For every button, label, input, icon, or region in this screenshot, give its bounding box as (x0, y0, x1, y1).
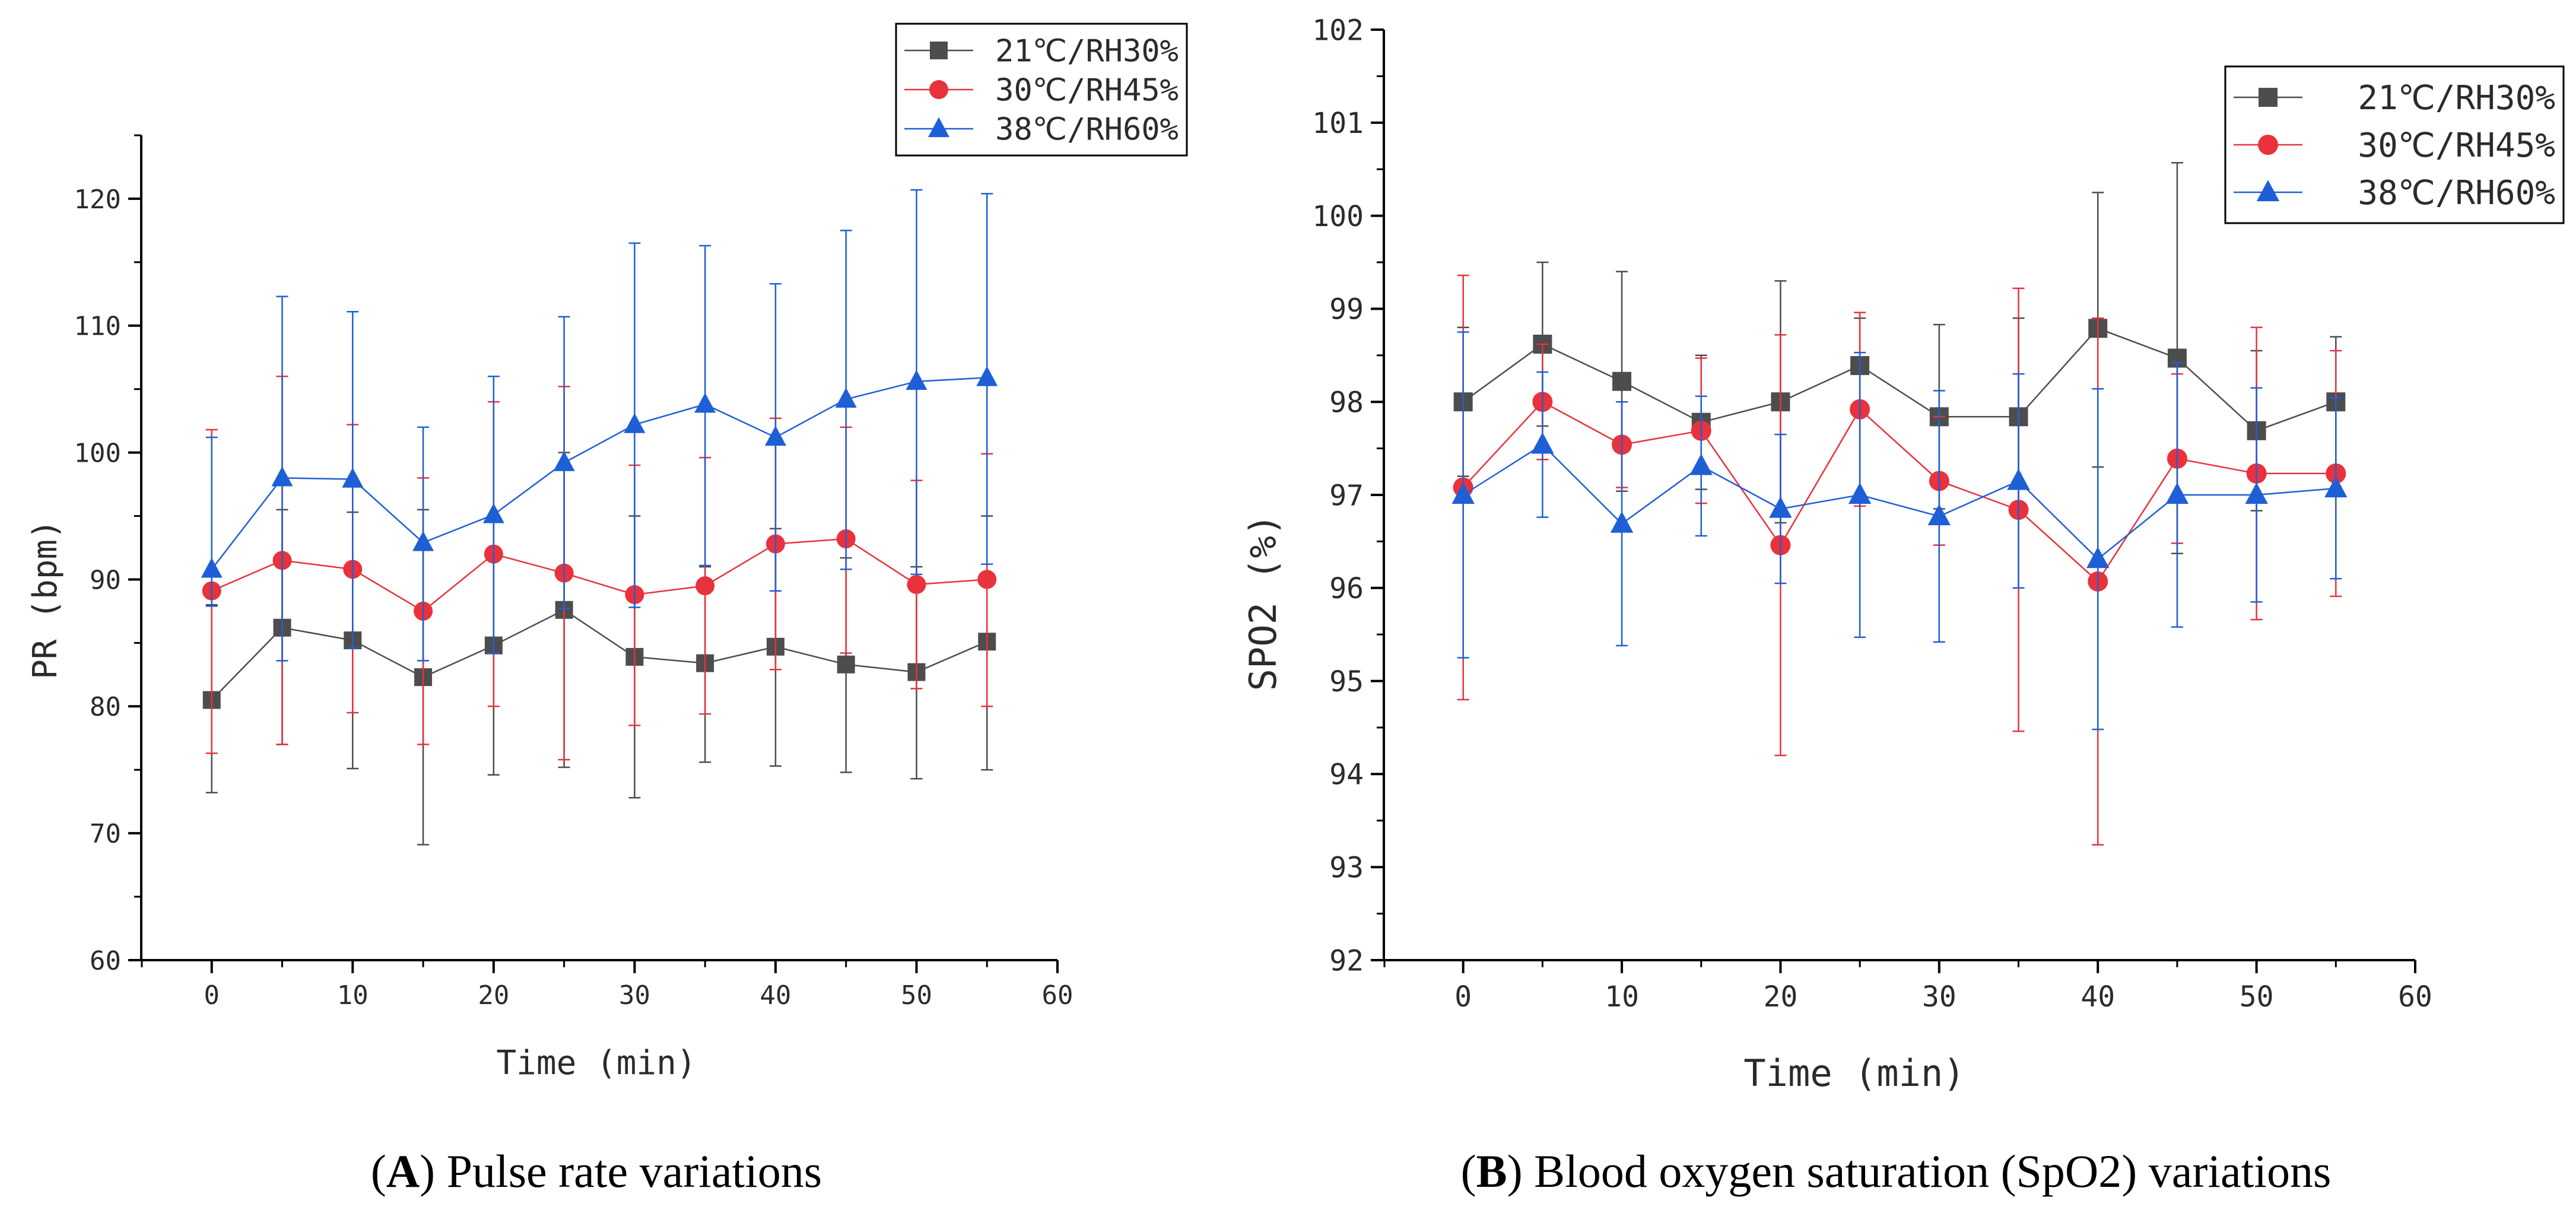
caption-a-letter: A (386, 1145, 420, 1197)
x-tick-label: 20 (1764, 980, 1798, 1014)
x-tick-label: 10 (337, 980, 369, 1011)
y-tick-label: 100 (1312, 200, 1364, 233)
y-tick-label: 110 (74, 312, 121, 342)
legend-label: 38℃/RH60% (2358, 174, 2555, 212)
y-tick-label: 101 (1312, 107, 1364, 140)
data-point (342, 467, 364, 488)
y-tick-label: 93 (1329, 851, 1364, 884)
series-line (211, 377, 987, 570)
y-tick-label: 60 (90, 946, 121, 976)
legend-label: 21℃/RH30% (995, 34, 1179, 69)
x-tick-label: 40 (760, 980, 791, 1011)
data-point (2245, 482, 2268, 504)
legend-marker (929, 80, 948, 99)
data-point (1769, 496, 1792, 518)
data-point (624, 413, 646, 433)
data-point (412, 531, 434, 551)
series-line (1463, 443, 2336, 560)
panel-b-spo2-chart: 0 10 20 30 40 50 60 92 93 94 95 96 97 98 99 100 101 102 2… (1241, 14, 2565, 1197)
data-point (482, 503, 504, 523)
x-axis-label: Time (min) (496, 1044, 696, 1082)
y-tick-label: 102 (1312, 14, 1364, 47)
legend: 21℃/RH30% 30℃/RH45% 38℃/RH60% (2224, 65, 2565, 224)
data-point (2086, 547, 2110, 568)
y-tick-label: 99 (1329, 293, 1364, 326)
caption-b: (B) Blood oxygen saturation (SpO2) varia… (1461, 1145, 2332, 1197)
x-tick-label: 60 (2398, 980, 2432, 1014)
y-tick-label: 96 (1329, 572, 1364, 605)
x-tick-label: 0 (204, 980, 220, 1011)
series-triangle (201, 189, 998, 662)
series-line (211, 538, 987, 612)
legend-marker (2256, 180, 2280, 202)
data-point (906, 370, 928, 390)
x-tick-label: 60 (1042, 980, 1073, 1011)
series-line (211, 609, 987, 701)
x-tick-label: 30 (1922, 980, 1956, 1014)
legend-label: 21℃/RH30% (2358, 79, 2555, 117)
data-point (271, 466, 293, 487)
data-point (1927, 504, 1951, 526)
data-point (1610, 511, 1634, 533)
panel-a-pulse-rate-chart: 0 10 20 30 40 50 60 60 70 80 90 100 110 120 21℃/RH30%… (26, 23, 1188, 1197)
x-tick-label: 50 (2240, 980, 2274, 1014)
x-tick-label: 20 (478, 980, 509, 1011)
legend-marker (930, 42, 948, 59)
data-point (837, 655, 855, 674)
data-point (907, 575, 926, 595)
legend-label: 30℃/RH45% (995, 73, 1179, 109)
data-point (976, 366, 998, 386)
x-tick-label: 10 (1605, 980, 1639, 1014)
legend-label: 38℃/RH60% (995, 112, 1179, 148)
data-point (553, 451, 575, 471)
y-tick-label: 94 (1329, 758, 1364, 792)
y-tick-label: 70 (90, 819, 121, 849)
y-tick-label: 120 (74, 185, 121, 215)
data-point (2007, 468, 2030, 490)
caption-b-letter: B (1476, 1145, 1507, 1197)
y-tick-label: 92 (1329, 944, 1364, 977)
data-point (694, 392, 716, 413)
y-tick-label: 80 (90, 692, 121, 722)
data-point (1612, 371, 1632, 391)
series-triangle (1451, 331, 2348, 730)
y-tick-label: 100 (74, 438, 121, 468)
y-tick-label: 98 (1329, 386, 1364, 419)
series-line (1462, 327, 2336, 432)
x-tick-label: 0 (1454, 980, 1472, 1014)
x-axis-label: Time (min) (1743, 1052, 1965, 1095)
y-tick-label: 95 (1329, 665, 1364, 698)
y-tick-label: 97 (1329, 479, 1364, 512)
data-point (2324, 476, 2348, 498)
data-point (2165, 482, 2189, 504)
caption-a-text: Pulse rate variations (435, 1145, 822, 1197)
caption-b-text: Blood oxygen saturation (SpO2) variation… (1523, 1145, 2332, 1197)
data-point (695, 576, 715, 596)
x-tick-label: 40 (2081, 980, 2115, 1014)
series-circle (202, 376, 997, 761)
data-point (977, 570, 997, 589)
legend-label: 30℃/RH45% (2358, 126, 2555, 165)
x-tick-label: 50 (901, 980, 932, 1011)
series-square (202, 452, 996, 846)
caption-a: (A) Pulse rate variations (371, 1145, 822, 1197)
data-point (764, 425, 786, 446)
legend-marker (2258, 135, 2278, 155)
legend-marker (2259, 88, 2278, 107)
data-point (1848, 482, 1872, 504)
data-point (1531, 432, 1554, 454)
series-line (1462, 401, 2336, 583)
series-circle (1453, 274, 2346, 846)
y-tick-label: 90 (90, 565, 121, 595)
legend: 21℃/RH30% 30℃/RH45%38℃/RH60% (895, 23, 1188, 157)
data-point (1451, 482, 1475, 504)
data-point (201, 557, 223, 578)
data-point (835, 388, 857, 408)
x-tick-label: 30 (619, 980, 650, 1011)
y-axis-label: PR (bpm) (26, 519, 65, 679)
legend-marker (928, 117, 949, 138)
y-axis-label: SPO2 (%) (1241, 514, 1285, 691)
data-point (1689, 453, 1713, 475)
